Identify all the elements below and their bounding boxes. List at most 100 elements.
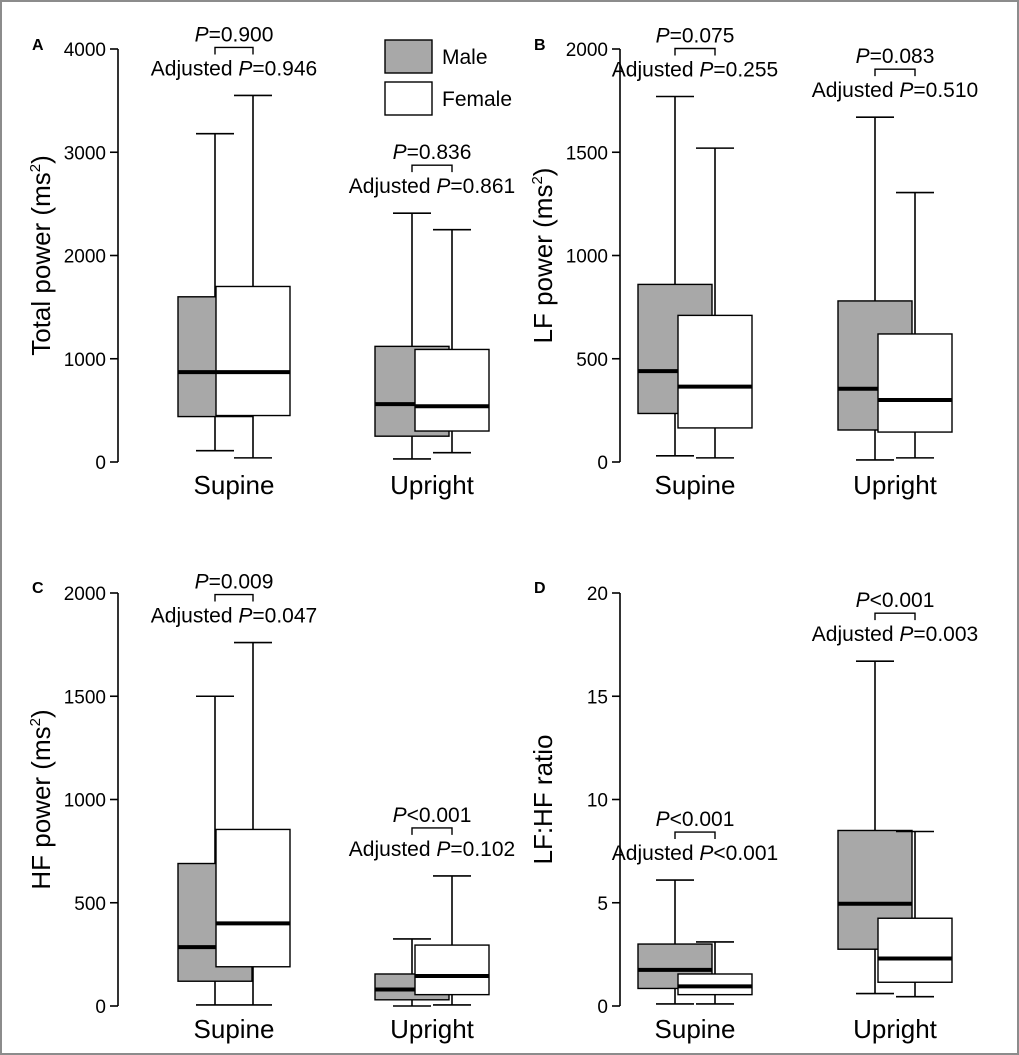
legend-swatch-female: [384, 81, 433, 116]
p-operator: =: [209, 571, 221, 594]
p-symbol: P: [238, 57, 252, 80]
p-symbol: P: [656, 24, 670, 47]
y-tick-label: 0: [95, 997, 106, 1018]
p-value: 0.900: [221, 23, 274, 46]
significance-bracket: [874, 612, 916, 621]
x-category-label: Upright: [853, 1014, 938, 1044]
box-iqr: [677, 314, 753, 429]
x-category-label: Upright: [390, 470, 475, 500]
panel-c: C 0 500 1000 1500 2000 HF power (ms2) Supine Upr…: [26, 571, 515, 1044]
p-value-label: P=0.083: [856, 45, 935, 68]
y-tick-label: 1000: [566, 247, 608, 268]
significance-annotation: P=0.009 Adjusted P=0.047: [151, 571, 317, 628]
y-tick-label: 20: [587, 584, 608, 605]
y-axis-label: LF:HF ratio: [528, 734, 558, 864]
p-value-label: P=0.075: [656, 24, 735, 47]
adjusted-p-value: 0.946: [265, 57, 318, 80]
panel-a: A 0 1000 2000 3000 4000 Total power (ms2) Supin…: [26, 23, 515, 500]
p-symbol: P: [393, 141, 407, 164]
p-value-label: P<0.001: [393, 804, 472, 827]
adjusted-word: Adjusted: [151, 57, 239, 80]
adjusted-p-value: 0.001: [726, 842, 779, 865]
p-symbol: P: [899, 623, 913, 646]
p-symbol: P: [899, 79, 913, 102]
adjusted-p-value-label: Adjusted P=0.861: [349, 175, 515, 198]
p-symbol: P: [195, 571, 209, 594]
adjusted-p-value: 0.861: [463, 175, 516, 198]
y-tick-label: 2000: [64, 247, 106, 268]
adjusted-word: Adjusted: [349, 838, 437, 861]
y-axis-label-tail: ): [528, 168, 558, 177]
p-value: 0.083: [882, 45, 935, 68]
legend: Male Female: [384, 39, 512, 116]
adjusted-p-value-label: Adjusted P=0.255: [612, 58, 778, 81]
p-value-label: P=0.009: [195, 571, 274, 594]
p-operator: <: [407, 804, 419, 827]
p-symbol: P: [436, 175, 450, 198]
x-category-label: Supine: [655, 470, 736, 500]
y-axis-label-tail: ): [26, 709, 56, 718]
y-tick-label: 1500: [64, 687, 106, 708]
significance-bracket: [874, 68, 916, 77]
y-tick-label: 500: [576, 350, 608, 371]
p-symbol: P: [856, 589, 870, 612]
p-operator: =: [450, 175, 462, 198]
p-symbol: P: [195, 23, 209, 46]
y-axis-label-main: Total power (ms: [26, 172, 56, 356]
p-symbol: P: [699, 58, 713, 81]
adjusted-p-value-label: Adjusted P=0.047: [151, 605, 317, 628]
p-operator: =: [913, 79, 925, 102]
p-symbol: P: [393, 804, 407, 827]
panel-label: B: [534, 37, 546, 54]
box-iqr: [677, 973, 753, 996]
panel-label: C: [32, 580, 44, 597]
legend-label-male: Male: [442, 46, 488, 69]
p-operator: =: [870, 45, 882, 68]
x-category-label: Supine: [194, 470, 275, 500]
significance-annotation: P<0.001 Adjusted P<0.001: [612, 808, 778, 865]
adjusted-p-value-label: Adjusted P<0.001: [612, 842, 778, 865]
p-operator: =: [252, 57, 264, 80]
p-operator: =: [713, 58, 725, 81]
significance-bracket: [214, 46, 254, 55]
legend-swatch-male: [384, 39, 433, 74]
y-tick-label: 1000: [64, 350, 106, 371]
p-value: 0.009: [221, 571, 274, 594]
box-iqr: [877, 917, 953, 983]
significance-bracket: [411, 827, 453, 835]
adjusted-word: Adjusted: [612, 58, 700, 81]
adjusted-p-value: 0.047: [265, 605, 318, 628]
x-category-label: Upright: [853, 470, 938, 500]
y-axis-label-superscript: 2: [27, 164, 44, 172]
y-axis-label: LF power (ms2): [528, 168, 558, 344]
adjusted-p-value: 0.255: [726, 58, 779, 81]
y-axis-label-main: LF power (ms: [528, 185, 558, 344]
box-iqr: [215, 828, 291, 968]
y-axis-label-main: LF:HF ratio: [528, 734, 558, 864]
p-symbol: P: [656, 808, 670, 831]
p-value-label: P<0.001: [656, 808, 735, 831]
p-operator: =: [209, 23, 221, 46]
box-female-supine: [677, 941, 753, 1005]
y-tick-label: 0: [95, 453, 106, 474]
legend-label-female: Female: [442, 88, 512, 111]
y-axis-label: HF power (ms2): [26, 709, 56, 889]
adjusted-p-value: 0.510: [926, 79, 979, 102]
adjusted-word: Adjusted: [349, 175, 437, 198]
panel-label: A: [32, 37, 44, 54]
y-tick-label: 2000: [64, 584, 106, 605]
p-value: 0.001: [682, 808, 735, 831]
box-female-upright: [414, 228, 490, 454]
p-value-label: P=0.836: [393, 141, 472, 164]
y-tick-label: 500: [74, 894, 106, 915]
box-iqr: [877, 333, 953, 433]
y-axis-label: Total power (ms2): [26, 155, 56, 356]
p-value: 0.001: [419, 804, 472, 827]
y-tick-label: 15: [587, 687, 608, 708]
y-tick-label: 0: [597, 997, 608, 1018]
y-tick-label: 2000: [566, 40, 608, 61]
adjusted-p-value-label: Adjusted P=0.102: [349, 838, 515, 861]
p-symbol: P: [856, 45, 870, 68]
